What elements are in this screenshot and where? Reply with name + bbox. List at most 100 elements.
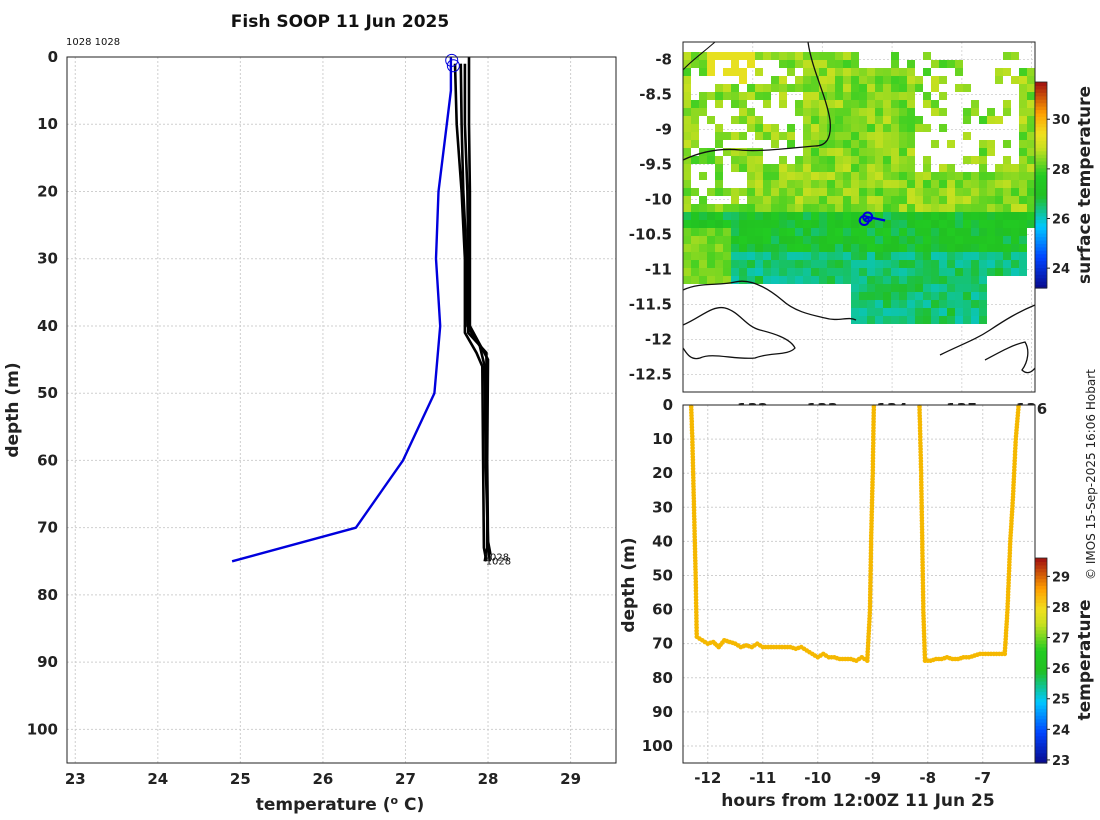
sst-cell (707, 260, 715, 268)
sst-cell (723, 276, 731, 284)
sst-cell (947, 196, 955, 204)
td-xtick-label: -12 (694, 769, 721, 787)
sst-cell (891, 140, 899, 148)
sst-cell (787, 84, 795, 92)
sst-cell (779, 196, 787, 204)
sst-cell (731, 60, 739, 68)
sst-cell (891, 268, 899, 276)
sst-cell (915, 76, 923, 84)
sst-cell (851, 68, 859, 76)
sst-cell (851, 84, 859, 92)
sst-cell (947, 300, 955, 308)
sst-cell (795, 52, 803, 60)
sst-cell (843, 68, 851, 76)
sst-cell (763, 268, 771, 276)
sst-cell (939, 276, 947, 284)
sst-cell (747, 260, 755, 268)
sst-cell (683, 132, 691, 140)
sst-cell (755, 212, 763, 220)
sst-cell (683, 124, 691, 132)
sst-cell (835, 188, 843, 196)
sst-cell (883, 180, 891, 188)
sst-cell (787, 68, 795, 76)
sst-cell (867, 260, 875, 268)
sst-cell (1027, 196, 1035, 204)
sst-cell (835, 100, 843, 108)
sst-cell (803, 52, 811, 60)
sst-cell (803, 260, 811, 268)
profile-ylabel: depth (m) (3, 362, 23, 457)
sst-cell (899, 220, 907, 228)
sst-colorbar-swatch (1035, 246, 1047, 251)
sst-cell (691, 228, 699, 236)
temperature-colorbar-tick-label: 28 (1052, 601, 1070, 616)
sst-cell (763, 220, 771, 228)
sst-cell (811, 156, 819, 164)
sst-colorbar-swatch (1035, 106, 1047, 111)
sst-cell (723, 220, 731, 228)
sst-cell (891, 244, 899, 252)
sst-cell (803, 276, 811, 284)
sst-cell (683, 116, 691, 124)
sst-cell (851, 108, 859, 116)
sst-cell (755, 220, 763, 228)
sst-colorbar-frame (1034, 81, 1048, 289)
sst-cell (731, 132, 739, 140)
sst-cell (723, 188, 731, 196)
sst-cell (923, 124, 931, 132)
sst-cell (899, 92, 907, 100)
sst-cell (739, 76, 747, 84)
time-depth-plot: -12 -11 -10 -9 -8 -7 0 10 20 30 40 50 60 70 80 90 100 ho… (619, 396, 1095, 811)
sst-colorbar-swatch (1035, 226, 1047, 231)
sst-cell (787, 268, 795, 276)
sst-cell (699, 108, 707, 116)
sst-cell (827, 116, 835, 124)
sst-cell (875, 308, 883, 316)
sst-cell (883, 100, 891, 108)
sst-cell (883, 132, 891, 140)
sst-cell (971, 196, 979, 204)
sst-colorbar-swatch (1035, 102, 1047, 107)
sst-cell (931, 268, 939, 276)
sst-cell (1019, 180, 1027, 188)
sst-cell (931, 204, 939, 212)
sst-cell (795, 60, 803, 68)
sst-colorbar-swatch (1035, 284, 1047, 289)
sst-cell (723, 68, 731, 76)
sst-cell (843, 244, 851, 252)
sst-cell (683, 164, 691, 172)
sst-cell (883, 292, 891, 300)
sst-cell (787, 172, 795, 180)
sst-cell (955, 284, 963, 292)
sst-cell (867, 68, 875, 76)
sst-colorbar-swatch (1035, 222, 1047, 227)
sst-cell (803, 244, 811, 252)
sst-cell (947, 292, 955, 300)
sst-cell (883, 172, 891, 180)
sst-cell (835, 180, 843, 188)
temperature-colorbar-swatch (1035, 725, 1047, 730)
sst-cell (787, 188, 795, 196)
sst-cell (683, 84, 691, 92)
sst-cell (995, 188, 1003, 196)
sst-cell (875, 260, 883, 268)
td-ylabel: depth (m) (619, 537, 639, 632)
sst-cell (947, 188, 955, 196)
sst-cell (699, 196, 707, 204)
sst-cell (795, 276, 803, 284)
sst-cell (907, 108, 915, 116)
temperature-colorbar-swatch (1035, 715, 1047, 720)
sst-cell (835, 132, 843, 140)
sst-cell (771, 132, 779, 140)
sst-cell (939, 284, 947, 292)
sst-cell (771, 84, 779, 92)
temperature-colorbar-swatch (1035, 653, 1047, 658)
sst-cell (867, 92, 875, 100)
sst-cell (1011, 268, 1019, 276)
td-points (688, 404, 1021, 663)
sst-cell (955, 276, 963, 284)
sst-cell (691, 52, 699, 60)
sst-cell (827, 220, 835, 228)
sst-cell (723, 52, 731, 60)
sst-cell (907, 68, 915, 76)
